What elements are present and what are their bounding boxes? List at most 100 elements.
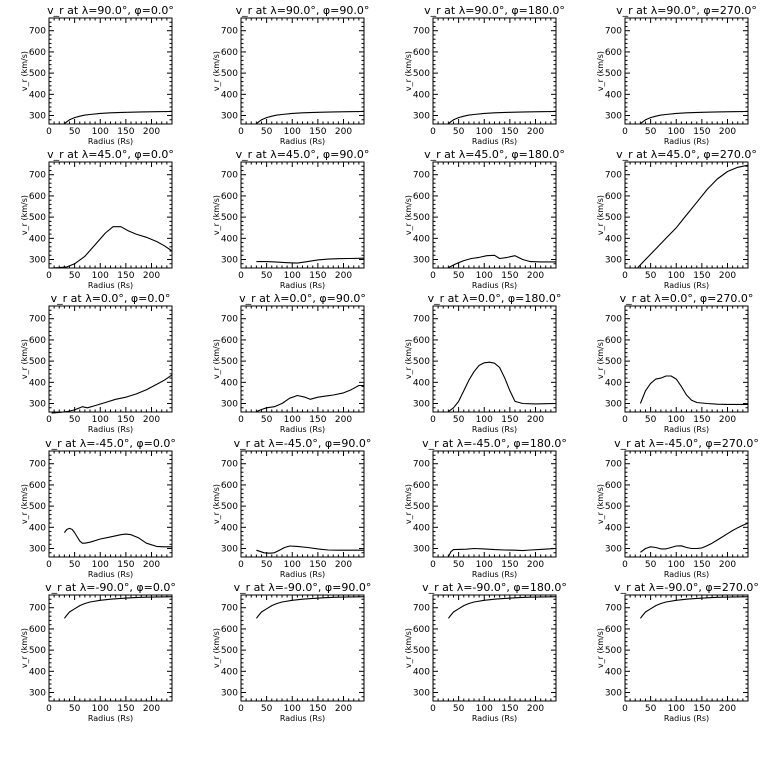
series-line [256, 257, 365, 264]
x-tick-label: 50 [453, 271, 465, 281]
x-tick-label: 200 [527, 271, 544, 281]
y-tick-label: 600 [29, 48, 46, 58]
y-tick-label: 300 [221, 689, 238, 699]
x-tick-label: 150 [117, 127, 134, 137]
x-tick-label: 50 [645, 560, 657, 570]
y-tick-label: 700 [29, 604, 46, 614]
panel-1-4: v_r at λ=90.0°, φ=270.0° 0 50 100 150 200 300 4… [596, 4, 757, 146]
x-tick-label: 200 [719, 271, 736, 281]
x-tick-label: 100 [668, 704, 685, 714]
x-axis-label: Radius (Rs) [88, 714, 133, 723]
y-tick-label: 400 [221, 523, 238, 533]
series-line [640, 522, 749, 553]
panel-4-1: v_r at λ=-45.0°, φ=0.0° 0 50 100 150 200 300 40… [20, 437, 176, 579]
x-axis-label: Radius (Rs) [664, 714, 709, 723]
x-tick-label: 50 [261, 560, 273, 570]
y-tick-label: 300 [29, 689, 46, 699]
y-tick-label: 600 [221, 481, 238, 491]
x-tick-label: 100 [668, 271, 685, 281]
x-axis-label: Radius (Rs) [88, 425, 133, 434]
y-tick-label: 700 [221, 460, 238, 470]
y-axis-label: v_r (km/s) [20, 195, 29, 235]
panel-4-4: v_r at λ=-45.0°, φ=270.0° 0 50 100 150 200 300… [596, 437, 759, 579]
y-axis-label: v_r (km/s) [212, 195, 221, 235]
y-tick-label: 500 [29, 69, 46, 79]
x-axis-label: Radius (Rs) [280, 425, 325, 434]
y-tick-label: 500 [605, 357, 622, 367]
y-tick-label: 300 [413, 112, 430, 122]
x-tick-label: 0 [622, 271, 628, 281]
panel-3-3: v_r at λ=0.0°, φ=180.0° 0 50 100 150 200 300 40… [404, 292, 561, 434]
y-tick-label: 400 [221, 90, 238, 100]
x-tick-label: 100 [284, 560, 301, 570]
x-tick-label: 150 [693, 560, 710, 570]
series-line [64, 110, 173, 125]
x-tick-label: 200 [143, 560, 160, 570]
series-line [447, 596, 557, 619]
y-tick-label: 700 [29, 27, 46, 37]
x-tick-label: 200 [335, 560, 352, 570]
y-tick-label: 700 [605, 315, 622, 325]
x-axis-label: Radius (Rs) [280, 281, 325, 290]
x-tick-label: 150 [117, 704, 134, 714]
y-tick-label: 500 [605, 646, 622, 656]
x-axis-label: Radius (Rs) [472, 137, 517, 146]
x-tick-label: 150 [309, 560, 326, 570]
y-tick-label: 400 [605, 378, 622, 388]
x-axis-label: Radius (Rs) [664, 281, 709, 290]
plot-frame [432, 450, 557, 558]
x-tick-label: 0 [430, 271, 436, 281]
y-tick-label: 400 [29, 378, 46, 388]
y-tick-label: 300 [221, 545, 238, 555]
y-tick-label: 700 [29, 460, 46, 470]
panel-title: v_r at λ=-45.0°, φ=270.0° [614, 437, 759, 450]
x-tick-label: 200 [335, 127, 352, 137]
panel-title: v_r at λ=45.0°, φ=270.0° [616, 148, 757, 161]
series-line [640, 110, 749, 125]
panel-3-2: v_r at λ=0.0°, φ=90.0° 0 50 100 150 200 300 400… [212, 292, 366, 434]
series-line [448, 110, 557, 125]
x-axis-label: Radius (Rs) [88, 281, 133, 290]
x-tick-label: 200 [719, 415, 736, 425]
panel-1-2: v_r at λ=90.0°, φ=90.0° 0 50 100 150 200 300 40… [212, 4, 369, 146]
x-tick-label: 200 [527, 127, 544, 137]
y-tick-label: 600 [221, 625, 238, 635]
x-tick-label: 100 [92, 704, 109, 714]
panel-4-2: v_r at λ=-45.0°, φ=90.0° 0 50 100 150 200 300 4… [212, 437, 371, 579]
x-tick-label: 0 [46, 415, 52, 425]
x-tick-label: 150 [309, 704, 326, 714]
x-tick-label: 150 [501, 415, 518, 425]
series-line [51, 374, 173, 414]
y-tick-label: 300 [221, 400, 238, 410]
panel-2-1: v_r at λ=45.0°, φ=0.0° 0 50 100 150 200 300 400… [20, 148, 174, 290]
x-tick-label: 50 [453, 415, 465, 425]
panel-1-1: v_r at λ=90.0°, φ=0.0° 0 50 100 150 200 300 400… [20, 4, 174, 146]
y-tick-label: 300 [221, 112, 238, 122]
panel-title: v_r at λ=-90.0°, φ=180.0° [422, 581, 567, 594]
y-axis-label: v_r (km/s) [596, 339, 605, 379]
x-tick-label: 50 [261, 127, 273, 137]
y-tick-label: 500 [413, 646, 430, 656]
y-tick-label: 300 [29, 256, 46, 266]
y-tick-label: 600 [29, 192, 46, 202]
x-tick-label: 50 [69, 560, 81, 570]
y-tick-label: 700 [221, 27, 238, 37]
x-axis-label: Radius (Rs) [472, 570, 517, 579]
y-tick-label: 500 [221, 646, 238, 656]
x-axis-label: Radius (Rs) [664, 137, 709, 146]
y-tick-label: 700 [221, 171, 238, 181]
y-tick-label: 600 [413, 48, 430, 58]
x-tick-label: 150 [501, 271, 518, 281]
panel-5-3: v_r at λ=-90.0°, φ=180.0° 0 50 100 150 200 300… [404, 581, 567, 723]
panel-title: v_r at λ=90.0°, φ=180.0° [424, 4, 565, 17]
x-tick-label: 0 [622, 560, 628, 570]
series-line [639, 375, 748, 405]
x-tick-label: 0 [622, 127, 628, 137]
y-axis-label: v_r (km/s) [212, 51, 221, 91]
y-tick-label: 600 [605, 336, 622, 346]
plot-frame [48, 161, 173, 269]
y-tick-label: 300 [29, 400, 46, 410]
x-tick-label: 100 [92, 271, 109, 281]
x-axis-label: Radius (Rs) [472, 281, 517, 290]
